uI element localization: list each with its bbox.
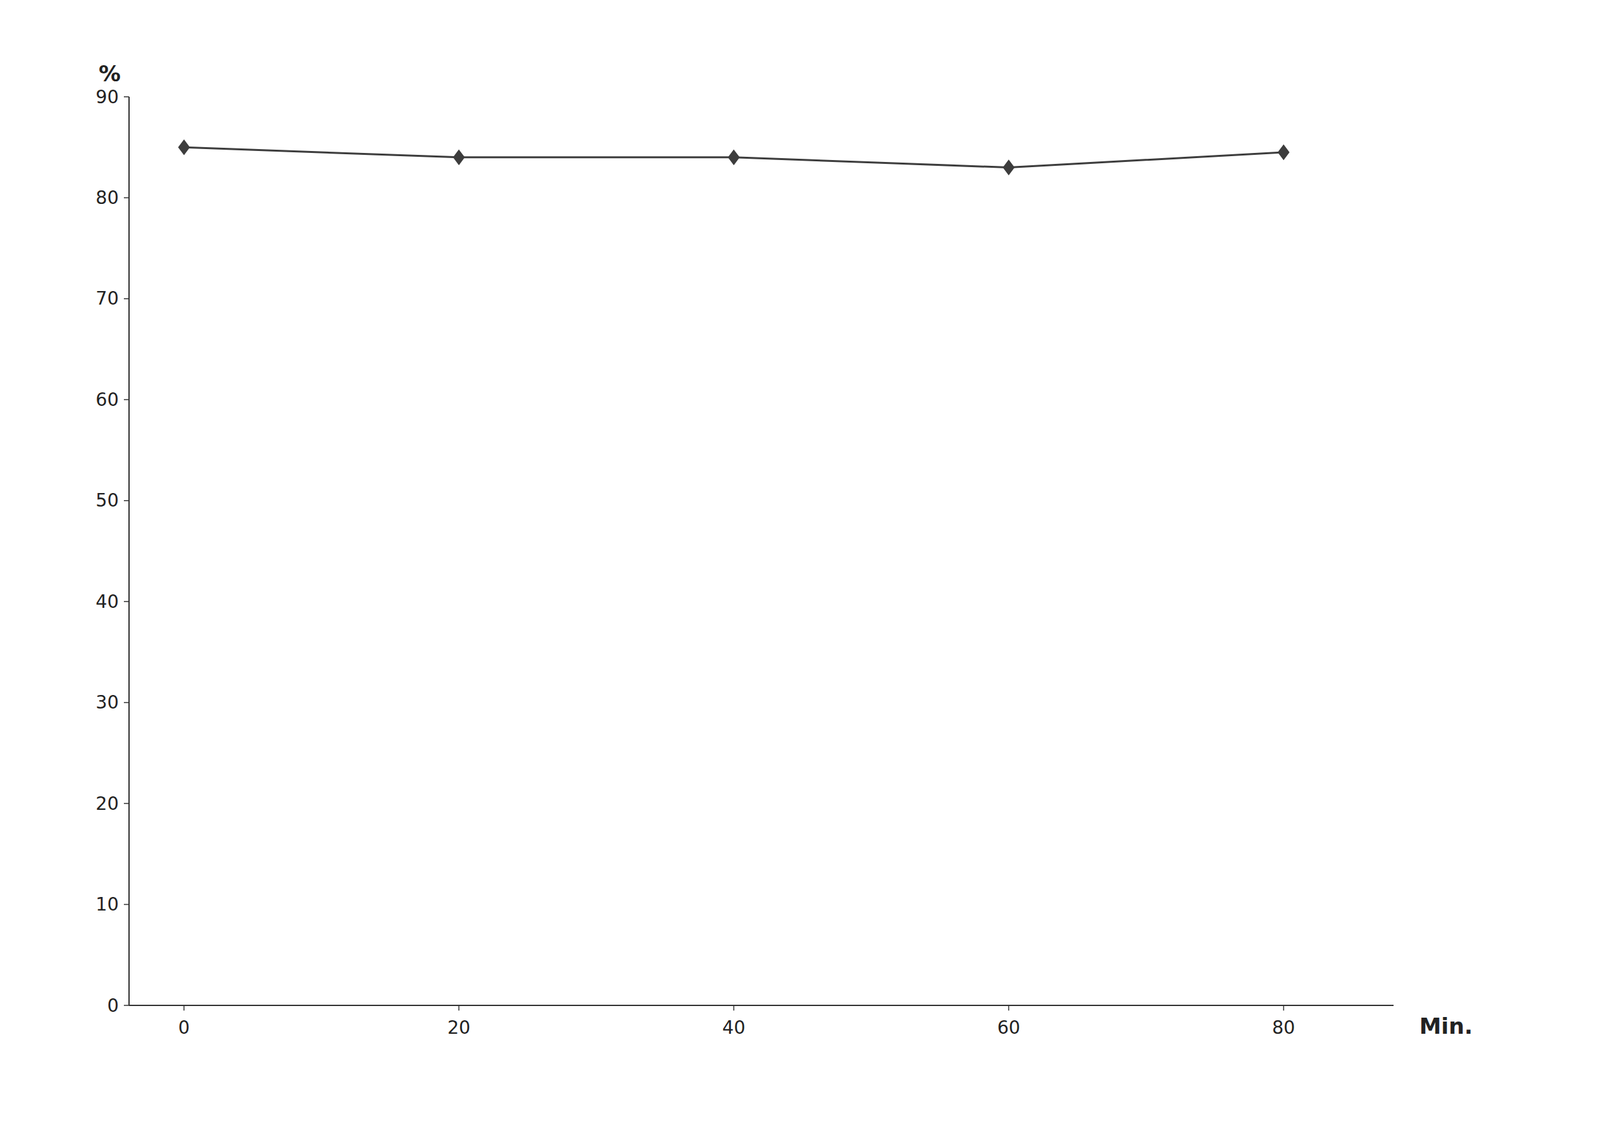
y-tick-label: 80 <box>95 187 119 209</box>
y-tick-label: 0 <box>107 994 119 1017</box>
y-tick-label: 60 <box>95 389 119 411</box>
y-tick <box>123 903 130 906</box>
y-tick-label: 90 <box>95 86 119 108</box>
x-axis-line <box>129 1004 1394 1006</box>
y-tick-label: 50 <box>95 489 119 511</box>
plot-area <box>178 140 1290 175</box>
x-ticks: 0 20 40 60 80 <box>178 1005 1295 1039</box>
data-point[interactable] <box>453 150 465 165</box>
x-tick <box>1283 1005 1285 1011</box>
y-tick <box>123 399 130 401</box>
data-point[interactable] <box>1278 145 1290 160</box>
x-tick-label: 60 <box>997 1016 1021 1039</box>
y-tick-label: 10 <box>95 893 119 915</box>
x-tick <box>183 1005 185 1011</box>
x-tick-label: 80 <box>1272 1016 1296 1039</box>
y-tick <box>123 298 130 300</box>
y-tick <box>123 500 130 502</box>
y-tick-label: 40 <box>95 590 119 613</box>
chart-container: 0 20 40 60 80 0 10 20 30 40 50 60 70 80 90% Min. <box>0 0 1600 1128</box>
y-tick-label: 30 <box>95 691 119 713</box>
data-point[interactable] <box>1003 160 1015 175</box>
x-tick-label: 20 <box>447 1016 471 1039</box>
x-tick <box>1008 1005 1010 1011</box>
y-tick-label: 70 <box>95 287 119 310</box>
data-line <box>183 147 1284 168</box>
y-tick <box>123 802 130 804</box>
y-tick-label: 20 <box>95 792 119 815</box>
x-axis-label: Min. <box>1419 1012 1473 1039</box>
y-tick <box>123 600 130 602</box>
y-axis-label: % <box>98 60 121 87</box>
data-point[interactable] <box>178 140 190 155</box>
x-tick <box>733 1005 735 1011</box>
y-axis-line <box>128 96 130 1006</box>
y-tick <box>123 197 130 199</box>
y-tick <box>123 701 130 704</box>
y-ticks: 0 10 20 30 40 50 60 70 80 90 <box>95 86 130 1017</box>
data-point[interactable] <box>728 150 740 165</box>
chart-svg: 0 20 40 60 80 0 10 20 30 40 50 60 70 80 90% Min. <box>0 0 1600 1128</box>
x-tick-label: 40 <box>722 1016 746 1039</box>
x-tick <box>458 1005 460 1011</box>
x-tick-label: 0 <box>178 1016 190 1039</box>
y-tick <box>123 1004 130 1006</box>
background <box>0 0 1600 1128</box>
y-tick <box>123 96 130 98</box>
